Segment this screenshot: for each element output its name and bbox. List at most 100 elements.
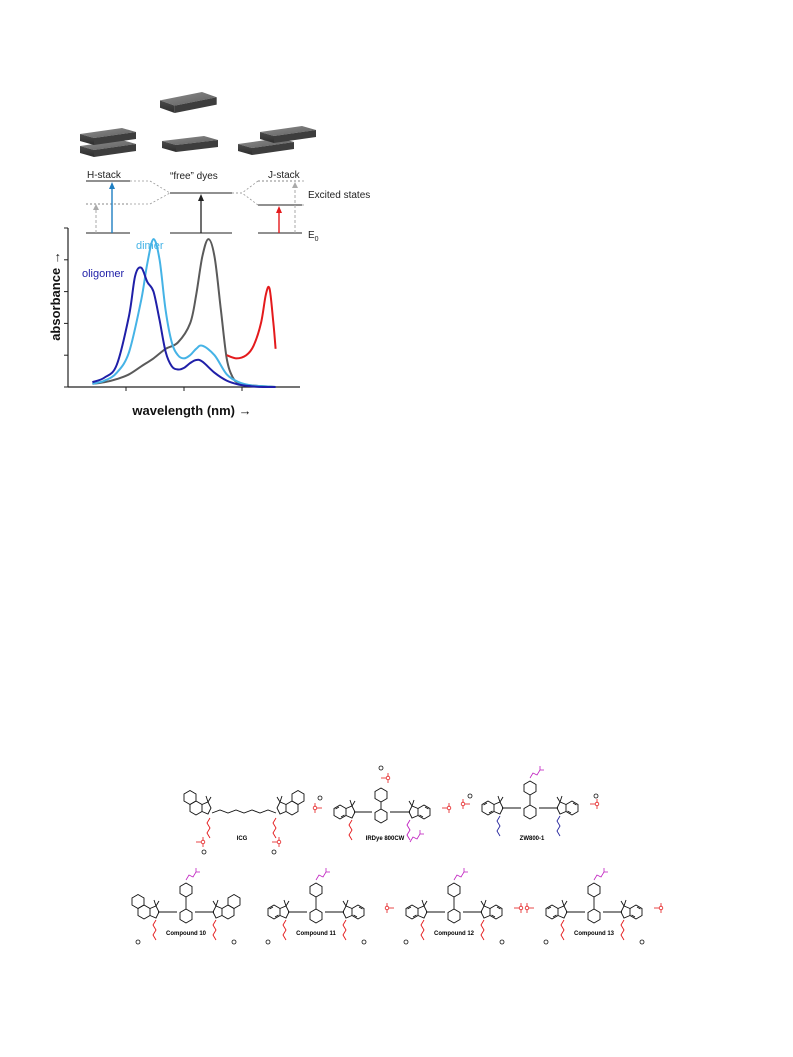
series-line-oligomer [92,266,276,389]
dye-slab [80,128,136,145]
irdye-top-sulfonate [380,772,391,784]
compound-11-right-indole [342,899,365,920]
irdye-left-sulfonate [312,802,323,814]
compound-13-right-indole [620,899,643,920]
compound-12-left-sulfonate [384,902,395,914]
compound-label-zw800-1: ZW800-1 [520,836,545,842]
compound-12-left-sulfoalkyl [420,919,425,941]
compound-11-left-indole [267,899,290,920]
compound-13-carboxyl [593,867,609,881]
compound-12-right-indole [480,899,503,920]
compound-label-irdye-800cw: IRDye 800CW [366,836,405,842]
icg-polymethine-chain [211,809,277,814]
dye-slab [80,140,136,157]
compound-12-right-sulfoalkyl [480,919,485,941]
zw800-left-sulfonate [460,798,471,810]
compound-10-carboxyl [185,867,201,881]
zw800-central-ring [523,804,537,820]
h-stack-label: H-stack [87,170,122,181]
excited-states-label: Excited states [308,190,370,201]
compound-10-right-sulfoalkyl [212,919,217,941]
compound-11-central-ring [309,908,323,924]
charge-symbol [467,793,473,799]
dye-slab [260,126,316,143]
ground-state-label: E0 [308,230,319,243]
compound-label-13: Compound 13 [574,931,615,937]
icg-left-benzindole [183,790,212,816]
sulfonate-group [271,836,282,848]
compound-13-central-ring [587,908,601,924]
irdye-left-indole [333,799,356,820]
charge-symbol [135,939,141,945]
free-dye-slabs [160,92,218,152]
icg-left-sulfobutyl [206,817,211,839]
compound-13-left-sulfoalkyl [560,919,565,941]
irdye-right-sulfonate [441,802,452,814]
zw800-right-ammonium-chain [556,815,561,837]
carboxyl-group [409,829,425,843]
y-ticks [64,227,68,388]
compound-13-phenyl-ring [587,882,601,898]
charge-symbol [361,939,367,945]
compound-12-central-ring [447,908,461,924]
charge-symbol [378,765,384,771]
compound-11-right-sulfoalkyl [342,919,347,941]
irdye-sulfobutyl [348,819,353,841]
zw800-left-indole [481,795,504,816]
charge-symbol [543,939,549,945]
icg-right-benzindole [276,790,305,816]
series-layer [92,238,277,389]
x-axis-label: wavelength (nm) → [131,403,251,418]
irdye-central-ring [374,808,388,824]
charge-symbol [271,849,277,855]
x-ticks [125,387,243,391]
compound-12-left-indole [405,899,428,920]
absorbance-chart: dimer oligomer wavelength (nm) → absorba… [48,227,300,418]
compound-13-right-sulfoalkyl [620,919,625,941]
compound-12-phenyl-ring [447,882,461,898]
zw800-left-ammonium-chain [496,815,501,837]
compound-11-phenyl-ring [309,882,323,898]
compound-label-icg: ICG [237,836,248,842]
charge-symbol [265,939,271,945]
charge-symbol [403,939,409,945]
compound-12-right-sulfonate [513,902,524,914]
icg-right-sulfobutyl [272,817,277,839]
irdye-phenoxy-ring [374,787,388,803]
dye-structures [131,765,664,945]
sulfonate-group [195,836,206,848]
j-stack-slabs [238,126,316,155]
compound-label-10: Compound 10 [166,931,207,937]
dye-slab [162,136,218,152]
compound-13-right-sulfonate [653,902,664,914]
compound-10-right-indole [212,894,241,920]
dimer-annotation: dimer [136,240,164,252]
zw800-right-sulfonate [589,798,600,810]
irdye-carboxypentyl [406,819,411,841]
transition-arrows [93,182,298,233]
zw800-phenoxy-ring [523,780,537,796]
correlation-lines [130,180,306,206]
compound-10-left-indole [131,894,160,920]
compound-10-phenyl-ring [179,882,193,898]
compound-label-12: Compound 12 [434,931,475,937]
oligomer-annotation: oligomer [82,268,125,280]
zw800-carboxyl [529,765,545,779]
charge-symbol [499,939,505,945]
charge-symbol [317,795,323,801]
charge-symbol [593,793,599,799]
compound-label-11: Compound 11 [296,931,336,937]
compound-10-central-ring [179,908,193,924]
free-dye-label: “free” dyes [170,171,218,182]
h-stack-slabs [80,128,136,157]
charge-symbol [639,939,645,945]
zw800-right-indole [556,795,579,816]
compound-10-left-sulfoalkyl [152,919,157,941]
compound-13-left-sulfonate [524,902,535,914]
compound-11-carboxyl [315,867,331,881]
series-line-j-aggregate [226,285,277,360]
charge-symbol [231,939,237,945]
compound-12-carboxyl [453,867,469,881]
